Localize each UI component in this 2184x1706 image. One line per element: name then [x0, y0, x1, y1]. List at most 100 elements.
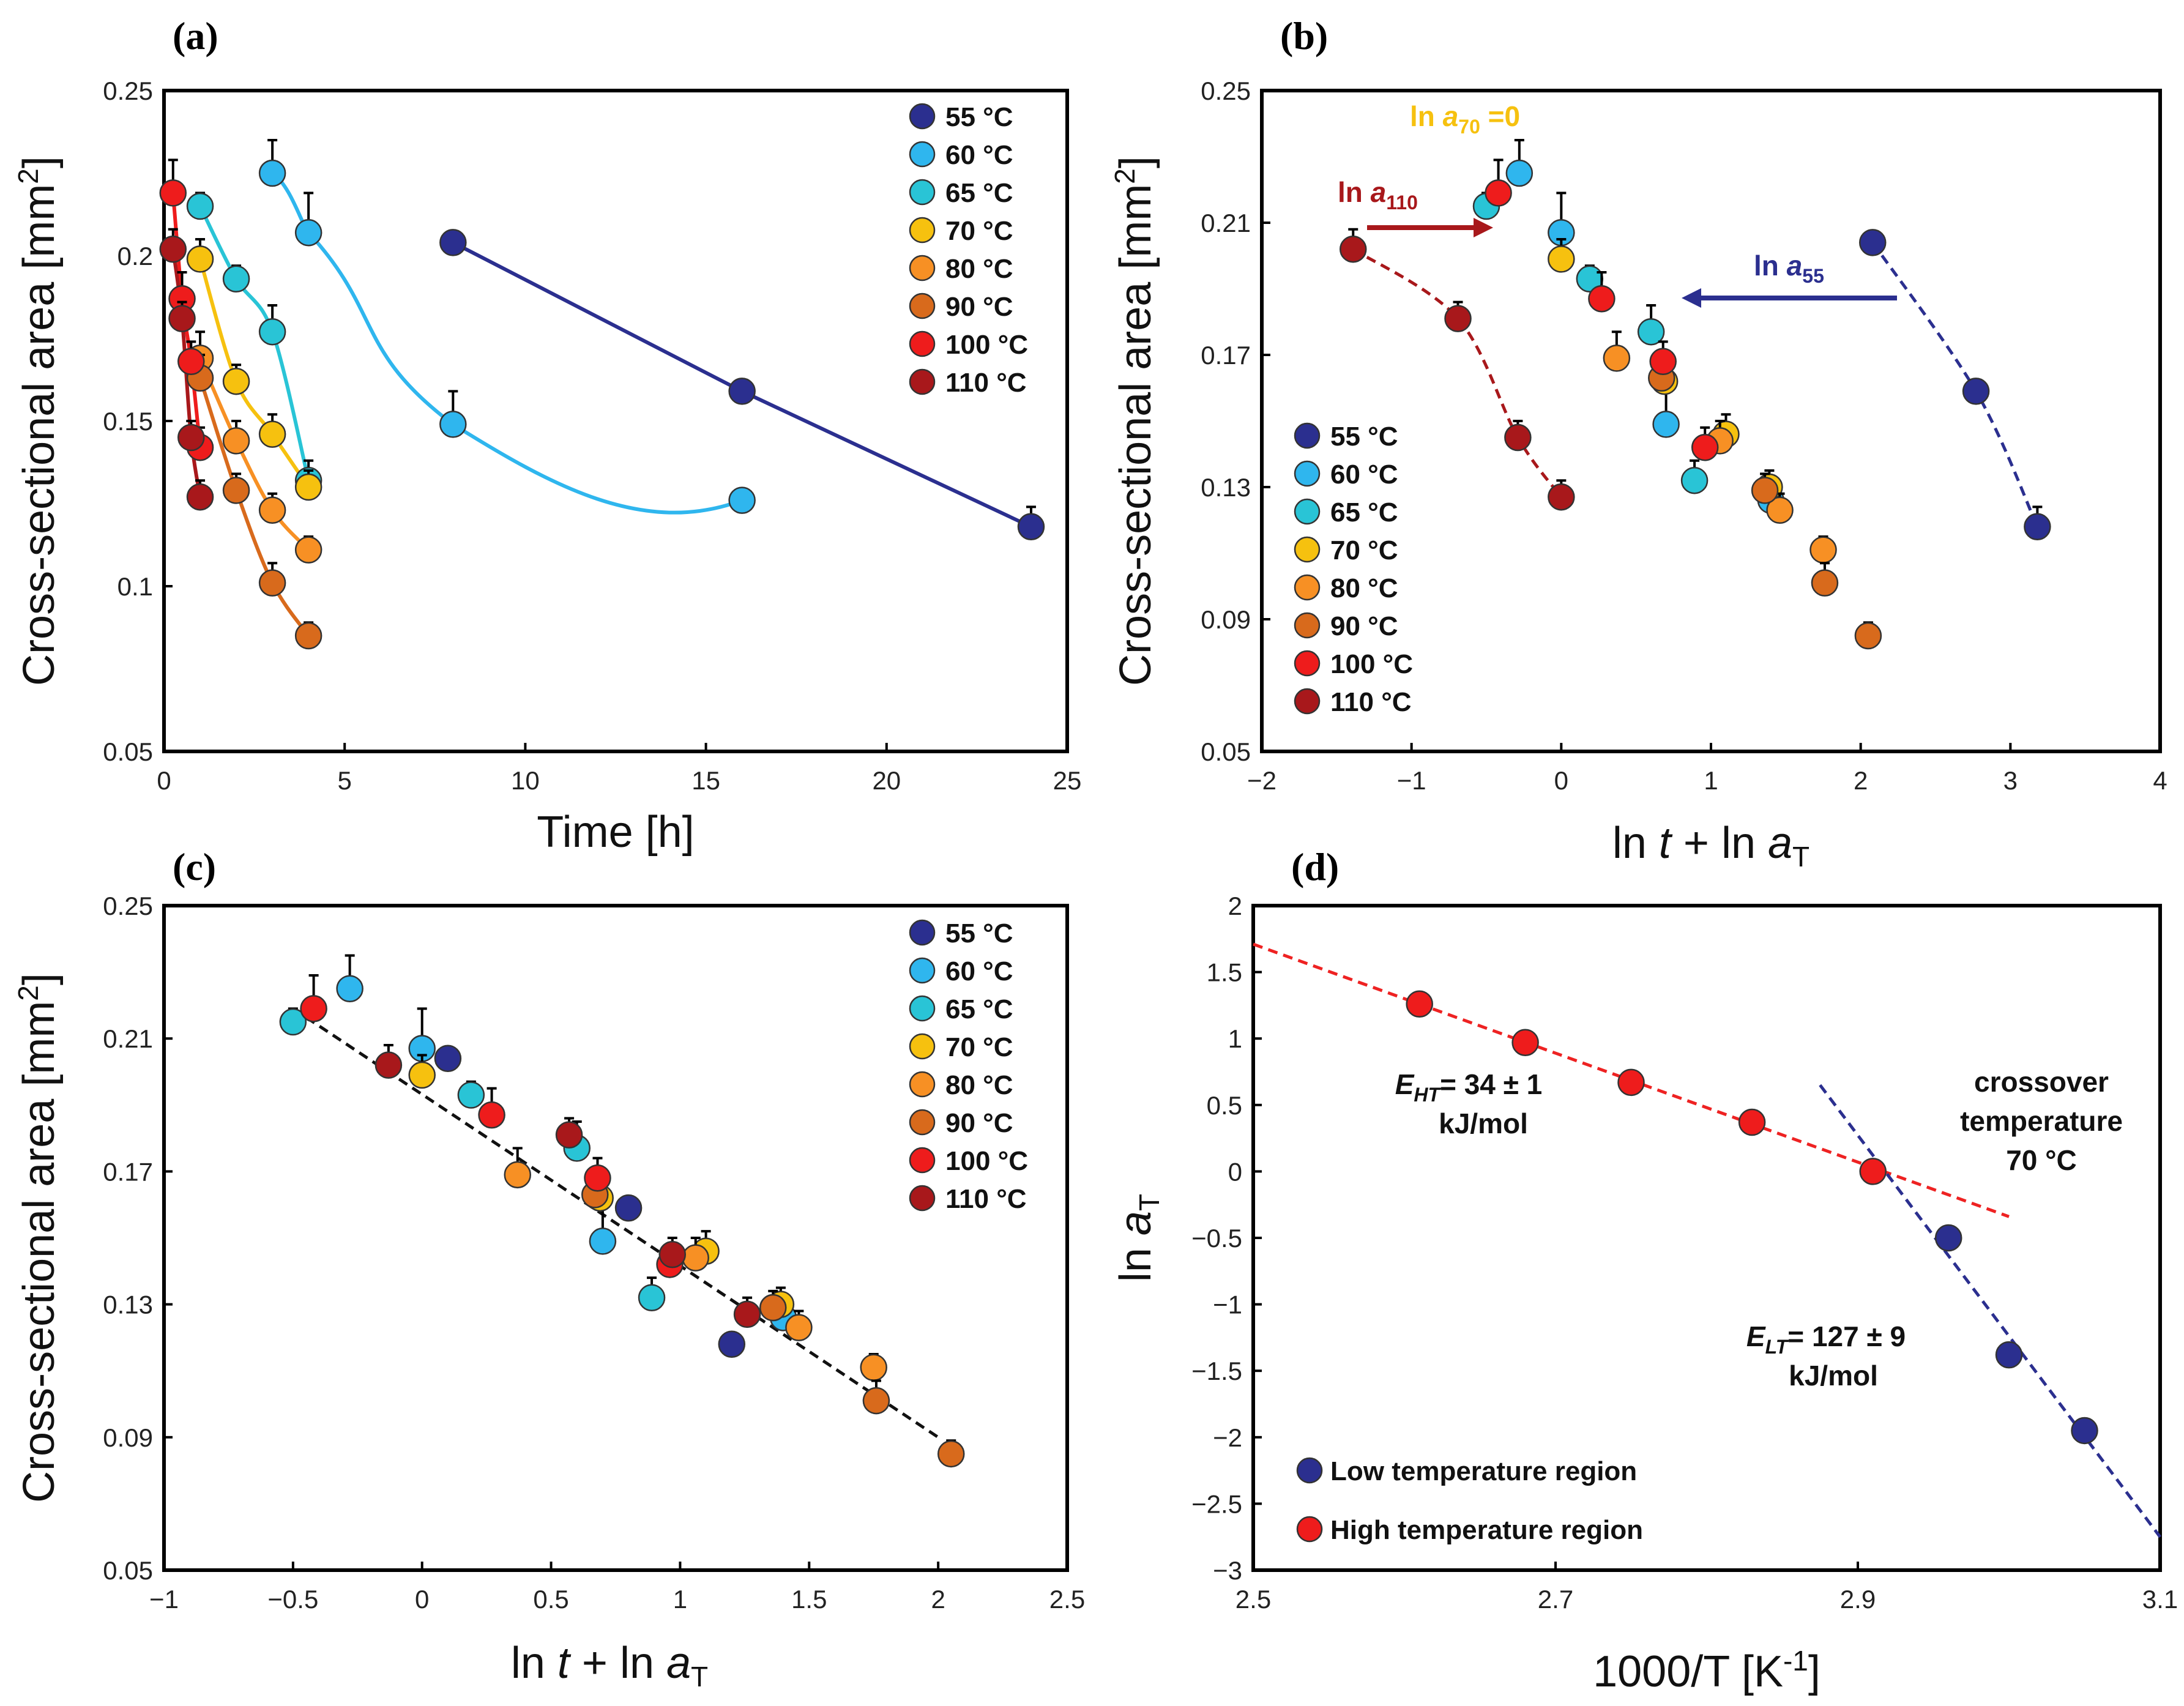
- panel-b-legend-marker-65: [1294, 498, 1321, 525]
- panel-b-legend-label-60: 60 °C: [1330, 460, 1398, 490]
- panel-d-annotation-elt: ELT= 127 ± 9: [1746, 1320, 1906, 1358]
- panel-b-legend-label-70: 70 °C: [1330, 535, 1398, 565]
- panel-a-legend-label-70: 70 °C: [945, 216, 1013, 246]
- panel-a-curve-60: [271, 171, 743, 515]
- panel-a-point-65: [222, 265, 250, 293]
- panel-b-ytick-label: 0.13: [1201, 473, 1251, 502]
- panel-b-title: (b): [1280, 14, 1328, 58]
- panel-a-legend-label-55: 55 °C: [945, 102, 1013, 132]
- panel-a-xtick-label: 25: [1053, 766, 1082, 795]
- panel-a-point-65: [186, 192, 214, 220]
- panel-c-title: (c): [173, 845, 216, 888]
- panel-b-point-55: [1858, 229, 1887, 256]
- panel-a-point-70: [222, 367, 250, 395]
- panel-d-ytick-label: −1.5: [1191, 1357, 1242, 1385]
- panel-a-point-60: [728, 486, 756, 514]
- panel-c-point-110: [375, 1051, 403, 1079]
- panel-c-xtick-label: −0.5: [267, 1585, 318, 1614]
- panel-d-point-low: [2071, 1417, 2098, 1445]
- panel-c-legend-marker-110: [909, 1185, 936, 1212]
- panel-b-point-80: [1809, 536, 1837, 564]
- panel-d-ytick-label: 0: [1228, 1157, 1242, 1186]
- panel-a: (a) 0 5 10 15 20 25 0.05 0.1 0.15 0.2 0.25 55 °C 60…: [12, 14, 1081, 857]
- panel-c-ylabel: Cross-sectional area [mm2]: [12, 973, 64, 1503]
- panel-b-legend-marker-55: [1294, 422, 1321, 449]
- panel-b-legend-label-110: 110 °C: [1330, 687, 1412, 717]
- panel-a-point-90: [258, 569, 286, 597]
- panel-b-legend-marker-110: [1294, 688, 1321, 715]
- panel-c-xtick-label: −1: [149, 1585, 179, 1614]
- panel-d-point-high: [1617, 1068, 1645, 1097]
- panel-d-annotation-crossover-3: 70 °C: [2006, 1144, 2077, 1176]
- panel-a-point-70: [294, 473, 322, 501]
- panel-d-ytick-label: −3: [1213, 1556, 1242, 1585]
- panel-a-curve-80: [198, 357, 310, 551]
- panel-b-point-100: [1588, 285, 1616, 313]
- panel-a-ytick-label: 0.25: [103, 76, 153, 105]
- panel-b-xtick-label: −1: [1397, 766, 1426, 795]
- panel-a-point-110: [186, 483, 214, 511]
- panel-a-point-110: [159, 235, 187, 263]
- panel-d-point-high: [1406, 990, 1433, 1018]
- panel-c-plot-frame: [162, 904, 1069, 1572]
- panel-d-ytick-label: 1.5: [1207, 958, 1242, 987]
- panel-c-legend-label-55: 55 °C: [945, 918, 1013, 948]
- panel-b-ytick-label: 0.21: [1201, 209, 1251, 237]
- panel-c-xtick-label: 0.5: [533, 1585, 568, 1614]
- panel-a-legend-label-60: 60 °C: [945, 140, 1013, 170]
- panel-d-annotation-eht: EHT= 34 ± 1: [1395, 1068, 1543, 1106]
- panel-c-legend-label-65: 65 °C: [945, 994, 1013, 1024]
- panel-c-point-90: [759, 1294, 787, 1322]
- panel-b-dashed-curve-110: [1352, 248, 1563, 498]
- panel-d-xtick-label: 2.7: [1538, 1585, 1573, 1614]
- panel-b-legend-marker-100: [1294, 650, 1321, 677]
- panel-b-point-90: [1854, 622, 1882, 650]
- panel-a-xtick-label: 5: [338, 766, 352, 795]
- panel-b-point-80: [1603, 345, 1631, 372]
- panel-c-ytick-label: 0.17: [103, 1157, 153, 1186]
- panel-a-point-110: [177, 423, 205, 452]
- panel-a-legend-label-110: 110 °C: [945, 368, 1027, 398]
- panel-d-xtick-label: 2.9: [1840, 1585, 1876, 1614]
- panel-d-point-low: [1934, 1224, 1962, 1252]
- panel-d-xlabel: 1000/T [K-1]: [1593, 1645, 1821, 1696]
- panel-b-xtick-label: 0: [1554, 766, 1568, 795]
- panel-c-point-65: [279, 1008, 307, 1036]
- panel-b-point-90: [1811, 569, 1839, 597]
- panel-d-ytick-label: −2: [1213, 1423, 1242, 1452]
- panel-b-point-100: [1691, 433, 1719, 461]
- panel-c-legend-label-70: 70 °C: [945, 1032, 1013, 1062]
- panel-b-xtick-label: 1: [1704, 766, 1718, 795]
- panel-a-point-80: [258, 496, 286, 524]
- panel-d-point-high: [1511, 1029, 1539, 1056]
- panel-a-legend-marker-100: [909, 330, 936, 357]
- panel-a-curve-90: [198, 377, 310, 637]
- panel-d-annotation-elt-unit: kJ/mol: [1789, 1360, 1878, 1391]
- panel-a-xtick-label: 0: [157, 766, 171, 795]
- panel-d-ytick-label: 1: [1228, 1024, 1242, 1053]
- panel-a-point-60: [439, 411, 467, 438]
- panel-b-xtick-label: 3: [2003, 766, 2018, 795]
- panel-b-point-65: [1637, 318, 1665, 346]
- panel-c-point-100: [300, 995, 327, 1022]
- panel-a-title: (a): [173, 14, 218, 58]
- panel-c-legend-marker-100: [909, 1147, 936, 1174]
- panel-b-point-55: [2024, 513, 2051, 541]
- panel-d-ytick-label: 2: [1228, 892, 1242, 920]
- panel-c: (c) −1 −0.5 0 0.5 1 1.5 2 2.5 0.05 0.09 0.13 0.17 0.…: [12, 845, 1085, 1693]
- panel-a-xtick-label: 20: [872, 766, 901, 795]
- panel-a-point-110: [168, 305, 196, 332]
- panel-c-legend-marker-80: [909, 1071, 936, 1098]
- panel-b-legend-label-90: 90 °C: [1330, 611, 1398, 641]
- panel-a-point-80: [222, 427, 250, 455]
- panel-c-point-110: [555, 1121, 583, 1149]
- panel-b-point-65: [1680, 466, 1709, 494]
- panel-c-legend-marker-90: [909, 1109, 936, 1136]
- panel-c-point-55: [434, 1045, 462, 1073]
- panel-a-legend-label-90: 90 °C: [945, 292, 1013, 322]
- panel-d-legend-marker-low: [1296, 1457, 1323, 1484]
- panel-b-ytick-label: 0.05: [1201, 737, 1251, 766]
- panel-b-point-55: [1962, 378, 1990, 405]
- panel-c-legend-label-100: 100 °C: [945, 1146, 1028, 1176]
